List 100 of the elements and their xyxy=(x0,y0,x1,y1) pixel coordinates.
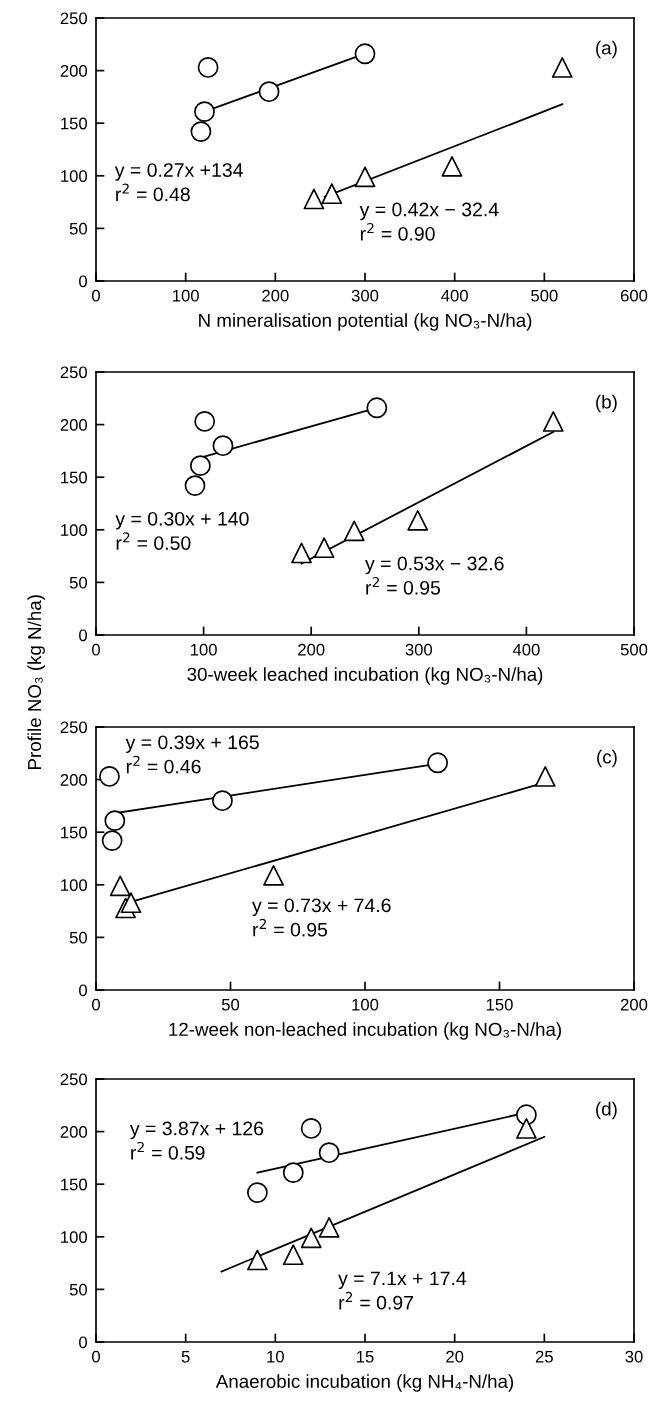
y-tick-label: 200 xyxy=(60,419,88,431)
x-tick-label: 200 xyxy=(298,643,325,656)
point xyxy=(427,752,449,774)
annotation: (b) xyxy=(596,394,617,413)
point xyxy=(313,537,335,559)
annotation: y = 0.27x +134 r$^{2}$ = 0.48 xyxy=(114,163,243,202)
y-tick-label: 50 xyxy=(69,1283,88,1296)
y-tick-label: 150 xyxy=(61,471,88,484)
point xyxy=(282,1162,304,1184)
point xyxy=(212,435,234,457)
point xyxy=(534,766,556,787)
x-tick-label: 0 xyxy=(92,643,100,656)
x-tick-label: 100 xyxy=(190,643,217,656)
point xyxy=(246,1249,268,1271)
point xyxy=(300,1118,322,1139)
point xyxy=(407,509,429,531)
point xyxy=(101,830,123,852)
x-tick-label: 100 xyxy=(173,289,199,302)
x-tick-label: 300 xyxy=(351,289,379,302)
x-axis-title: N mineralisation potential (kg NO₃-N/ha) xyxy=(199,313,532,331)
x-tick-label: 0 xyxy=(92,998,100,1011)
y-tick-label: 50 xyxy=(69,222,88,235)
y-tick-label: 100 xyxy=(61,170,88,182)
point xyxy=(104,810,126,832)
y-tick-label: 0 xyxy=(79,984,88,997)
point xyxy=(542,411,564,432)
annotation: (a) xyxy=(596,40,617,59)
point xyxy=(194,101,215,123)
x-axis-title: 12-week non-leached incubation (kg NO₃-N/ha) xyxy=(169,1022,561,1040)
annotation: y = 0.73x + 74.6 r$^{2}$ = 0.95 xyxy=(252,898,391,937)
x-tick-label: 20 xyxy=(446,1350,464,1363)
point xyxy=(246,1182,268,1204)
x-tick-label: 150 xyxy=(486,998,513,1011)
annotation: y = 0.42x − 32.4 r$^{2}$ = 0.90 xyxy=(359,202,499,241)
x-tick-label: 200 xyxy=(262,289,289,302)
point xyxy=(441,155,463,177)
point xyxy=(343,520,365,542)
point xyxy=(551,57,573,78)
annotation: y = 0.39x + 165 r$^{2}$ = 0.46 xyxy=(125,735,259,774)
x-tick-label: 100 xyxy=(352,998,379,1011)
point xyxy=(321,183,343,205)
point xyxy=(300,1227,322,1249)
y-tick-label: 50 xyxy=(69,931,88,944)
point xyxy=(190,121,212,143)
point xyxy=(515,1118,537,1139)
y-tick-label: 250 xyxy=(60,12,88,25)
y-tick-label: 100 xyxy=(61,524,88,536)
x-tick-label: 0 xyxy=(92,289,100,302)
x-tick-label: 400 xyxy=(441,289,468,302)
x-axis-title: 30-week leached incubation (kg NO₃-N/ha) xyxy=(187,667,543,685)
annotation: y = 7.1x + 17.4 r$^{2}$ = 0.97 xyxy=(338,1271,467,1310)
annotation: y = 0.30x + 140 r$^{2}$ = 0.50 xyxy=(115,511,249,550)
x-tick-label: 600 xyxy=(620,289,648,302)
annotation: (c) xyxy=(597,749,617,768)
y-axis-title: Profile NO₃ (kg N/ha) xyxy=(27,595,45,769)
y-tick-label: 200 xyxy=(60,1126,88,1138)
y-tick-label: 100 xyxy=(61,1231,88,1243)
y-tick-label: 100 xyxy=(61,879,88,891)
point xyxy=(282,1244,304,1266)
point xyxy=(197,57,219,78)
point xyxy=(189,455,211,477)
y-tick-label: 0 xyxy=(79,629,88,642)
x-tick-label: 30 xyxy=(625,1350,643,1363)
y-tick-label: 150 xyxy=(61,117,88,130)
y-tick-label: 0 xyxy=(79,275,88,288)
point xyxy=(194,411,216,432)
x-axis-title: Anaerobic incubation (kg NH₄-N/ha) xyxy=(215,1374,514,1392)
point xyxy=(291,542,312,564)
point xyxy=(263,864,284,886)
point xyxy=(366,397,388,419)
point xyxy=(109,875,131,897)
x-tick-label: 5 xyxy=(181,1350,190,1363)
y-tick-label: 250 xyxy=(60,1073,88,1086)
point xyxy=(212,790,233,812)
x-tick-label: 10 xyxy=(267,1350,284,1363)
y-tick-label: 250 xyxy=(60,721,88,734)
point xyxy=(303,188,325,210)
x-tick-label: 200 xyxy=(620,998,648,1011)
point xyxy=(258,81,280,103)
point xyxy=(354,43,376,65)
x-tick-label: 500 xyxy=(620,643,648,656)
y-tick-label: 200 xyxy=(60,65,88,77)
x-tick-label: 400 xyxy=(512,643,540,656)
point xyxy=(99,766,120,787)
y-tick-label: 200 xyxy=(60,774,88,786)
point xyxy=(318,1216,340,1238)
point xyxy=(184,475,206,497)
x-tick-label: 25 xyxy=(535,1350,553,1363)
x-tick-label: 300 xyxy=(405,643,433,656)
y-tick-label: 0 xyxy=(79,1336,88,1349)
annotation: (d) xyxy=(596,1101,617,1120)
y-tick-label: 150 xyxy=(61,826,88,839)
point xyxy=(318,1142,340,1164)
x-tick-label: 500 xyxy=(531,289,558,302)
point xyxy=(120,892,142,914)
point xyxy=(354,166,376,188)
y-tick-label: 250 xyxy=(60,366,88,379)
x-tick-label: 0 xyxy=(92,1350,100,1363)
y-tick-label: 50 xyxy=(69,576,88,589)
x-tick-label: 50 xyxy=(221,998,240,1011)
